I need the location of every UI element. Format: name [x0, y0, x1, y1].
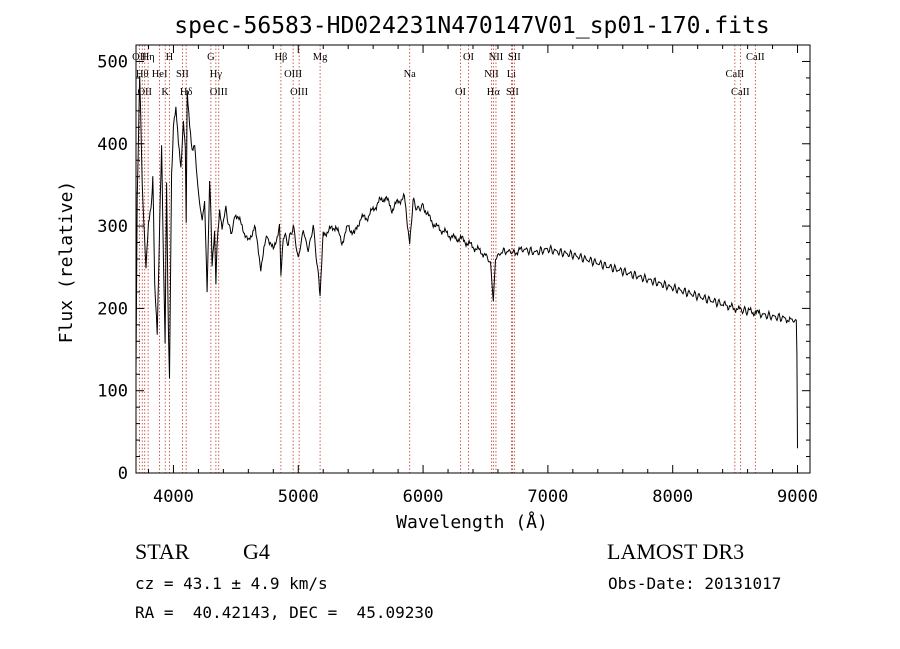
- spectral-line-label: HeI: [152, 69, 168, 80]
- spectral-line-label: OIII: [210, 87, 229, 98]
- spectral-line-label: SII: [508, 52, 521, 63]
- object-subclass: G4: [243, 539, 270, 564]
- x-tick-label: 6000: [403, 487, 444, 507]
- x-axis-label: Wavelength (Å): [396, 511, 548, 533]
- plot-frame: [135, 44, 811, 474]
- spectral-line-label: Na: [404, 69, 417, 80]
- spectral-line-label: Hα: [487, 87, 501, 98]
- x-tick-label: 4000: [153, 487, 194, 507]
- axes: 4000 5000 6000 7000 8000 9000 0 100 200 300 400 500: [97, 44, 818, 507]
- chart-title: spec-56583-HD024231N470147V01_sp01-170.f…: [174, 13, 769, 39]
- spectral-line-label: NII: [489, 52, 504, 63]
- spectral-line-label: SII: [176, 69, 189, 80]
- survey-name: LAMOST DR3: [607, 539, 745, 564]
- spectral-line-label: G: [207, 52, 215, 63]
- spectral-line-label: OII: [132, 52, 147, 63]
- redshift-cz: cz = 43.1 ± 4.9 km/s: [135, 574, 328, 593]
- object-class: STAR: [135, 539, 190, 564]
- spectral-line-label: Hγ: [210, 69, 223, 80]
- observation-date: Obs-Date: 20131017: [608, 574, 782, 593]
- spectral-line-label: OII: [137, 87, 152, 98]
- spectrum-series: [135, 75, 798, 449]
- spectral-line-label: H: [166, 52, 174, 63]
- spectral-line-label: Li: [507, 69, 516, 80]
- spectral-line-label: OI: [463, 52, 475, 63]
- spectral-line-label: CaII: [726, 69, 745, 80]
- spectral-line-markers: OIIHθOIIHηHeIKHSIIHδGHγOIIIHβOIIIOIIIMgN…: [132, 45, 765, 473]
- spectral-line-label: OIII: [284, 69, 303, 80]
- x-tick-label: 7000: [527, 487, 568, 507]
- spectral-line-label: Hη: [142, 52, 155, 63]
- spectral-line-label: Hβ: [274, 52, 287, 63]
- spectral-line-label: K: [161, 87, 169, 98]
- spectral-line-label: OI: [455, 87, 467, 98]
- x-tick-label: 5000: [278, 487, 319, 507]
- y-tick-label: 400: [97, 135, 128, 155]
- spectral-line-label: Hδ: [180, 87, 193, 98]
- coordinates: RA = 40.42143, DEC = 45.09230: [135, 603, 434, 622]
- spectral-line-label: OIII: [290, 87, 309, 98]
- y-tick-label: 200: [97, 299, 128, 319]
- spectral-line-label: CaII: [746, 52, 765, 63]
- spectral-line-label: Hθ: [136, 69, 149, 80]
- y-axis-label: Flux (relative): [56, 181, 77, 344]
- x-tick-label: 9000: [777, 487, 818, 507]
- spectral-line-label: Mg: [313, 52, 328, 63]
- y-tick-label: 500: [97, 52, 128, 72]
- y-tick-label: 0: [118, 464, 128, 484]
- spectral-line-label: NII: [484, 69, 499, 80]
- spectral-line-label: SII: [506, 87, 519, 98]
- spectral-line-label: CaII: [731, 87, 750, 98]
- y-tick-label: 100: [97, 382, 128, 402]
- y-tick-label: 300: [97, 217, 128, 237]
- spectrum-line: [135, 75, 798, 449]
- x-tick-label: 8000: [652, 487, 693, 507]
